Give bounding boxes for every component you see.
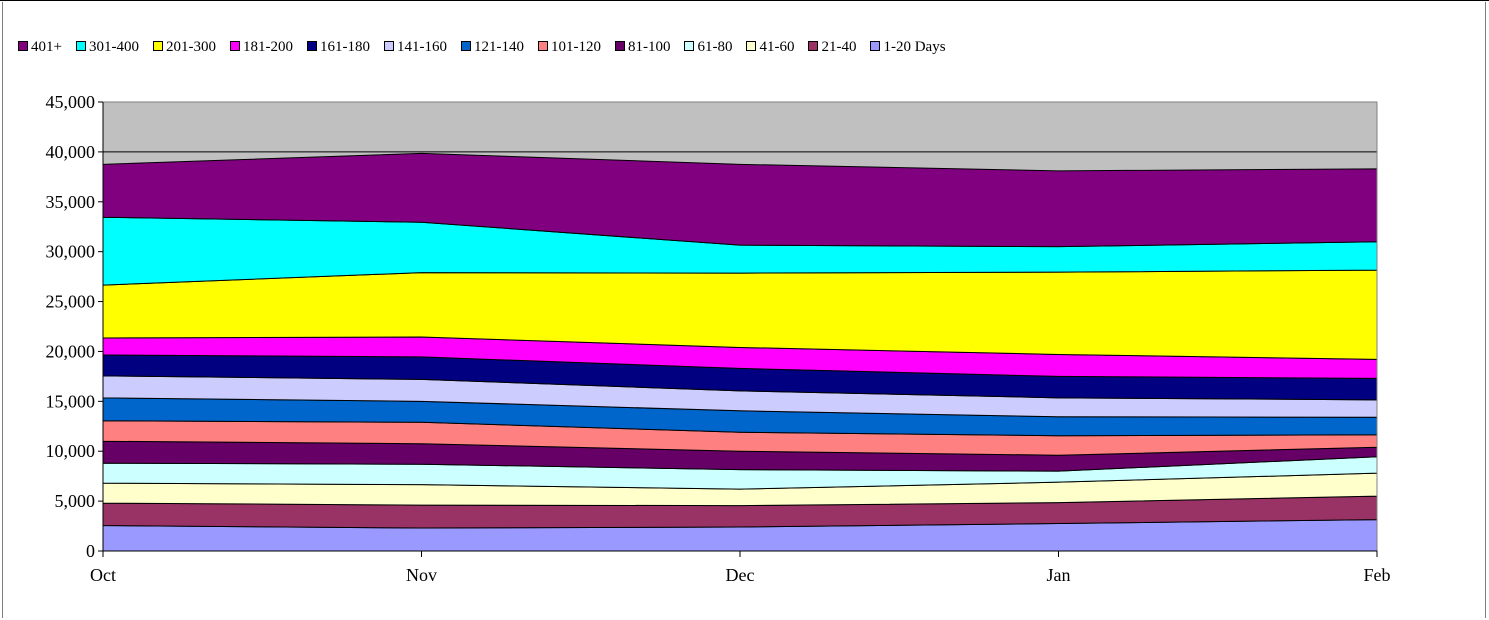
legend-item-1-20-days: 1-20 Days: [870, 37, 946, 57]
legend-item-301-400: 301-400: [75, 37, 139, 57]
legend-swatch: [75, 41, 86, 51]
legend-swatch: [18, 41, 28, 51]
legend-swatch: [614, 41, 625, 51]
legend-swatch: [870, 41, 881, 51]
legend-swatch: [684, 41, 695, 51]
x-tick-label-nov: Nov: [406, 565, 437, 585]
legend-swatch: [808, 41, 819, 51]
legend-label: 41-60: [759, 39, 795, 55]
legend-item-201-300: 201-300: [152, 37, 216, 57]
y-tick-label: 30,000: [46, 242, 96, 262]
x-tick-label-feb: Feb: [1364, 565, 1391, 585]
legend-item-161-180: 161-180: [306, 37, 370, 57]
legend-item-81-100: 81-100: [614, 37, 671, 57]
axes: 0 5,000 10,000 15,000 20,000 25,000 30,000 35,0…: [46, 92, 1391, 585]
legend-label: 121-140: [473, 39, 524, 55]
legend-label: 161-180: [319, 39, 370, 55]
y-tick-label: 10,000: [46, 441, 96, 461]
y-tick-label: 0: [86, 541, 95, 561]
legend-label: 101-120: [550, 39, 601, 55]
legend-label: 181-200: [242, 39, 293, 55]
legend-label: 81-100: [627, 39, 671, 55]
legend-label: 21-40: [821, 39, 857, 55]
legend: 401+ 301-400 201-300 181-200 161-180 141-160 1…: [18, 37, 960, 57]
area-series-group: [102, 152, 1378, 552]
y-tick-label: 5,000: [55, 491, 96, 511]
legend-label: 141-160: [396, 39, 447, 55]
legend-label: 1-20 Days: [883, 39, 946, 55]
legend-swatch: [746, 41, 757, 51]
legend-label: 301-400: [88, 39, 139, 55]
legend-label: 201-300: [165, 39, 216, 55]
legend-swatch: [537, 41, 548, 51]
y-tick-label: 25,000: [46, 292, 96, 312]
x-tick-label-jan: Jan: [1047, 565, 1071, 585]
legend-swatch: [152, 41, 163, 51]
legend-item-121-140: 121-140: [460, 37, 524, 57]
y-tick-label: 40,000: [46, 142, 96, 162]
x-tick-label-oct: Oct: [90, 565, 116, 585]
legend-item-101-120: 101-120: [537, 37, 601, 57]
y-tick-label: 20,000: [46, 341, 96, 361]
top-border: [0, 0, 1489, 1]
legend-swatch: [460, 41, 471, 51]
legend-label: 61-80: [697, 39, 733, 55]
legend-item-21-40: 21-40: [808, 37, 856, 57]
legend-item-41-60: 41-60: [746, 37, 794, 57]
legend-swatch: [383, 41, 394, 51]
y-tick-label: 15,000: [46, 391, 96, 411]
legend-item-141-160: 141-160: [383, 37, 447, 57]
legend-label: 401+: [31, 39, 62, 55]
legend-item-181-200: 181-200: [229, 37, 293, 57]
legend-item-61-80: 61-80: [684, 37, 732, 57]
legend-swatch: [229, 41, 240, 51]
legend-swatch: [306, 41, 317, 51]
legend-item-401: 401+: [18, 37, 62, 57]
x-tick-label-dec: Dec: [726, 565, 755, 585]
y-tick-label: 35,000: [46, 192, 96, 212]
y-tick-label: 45,000: [46, 92, 96, 112]
